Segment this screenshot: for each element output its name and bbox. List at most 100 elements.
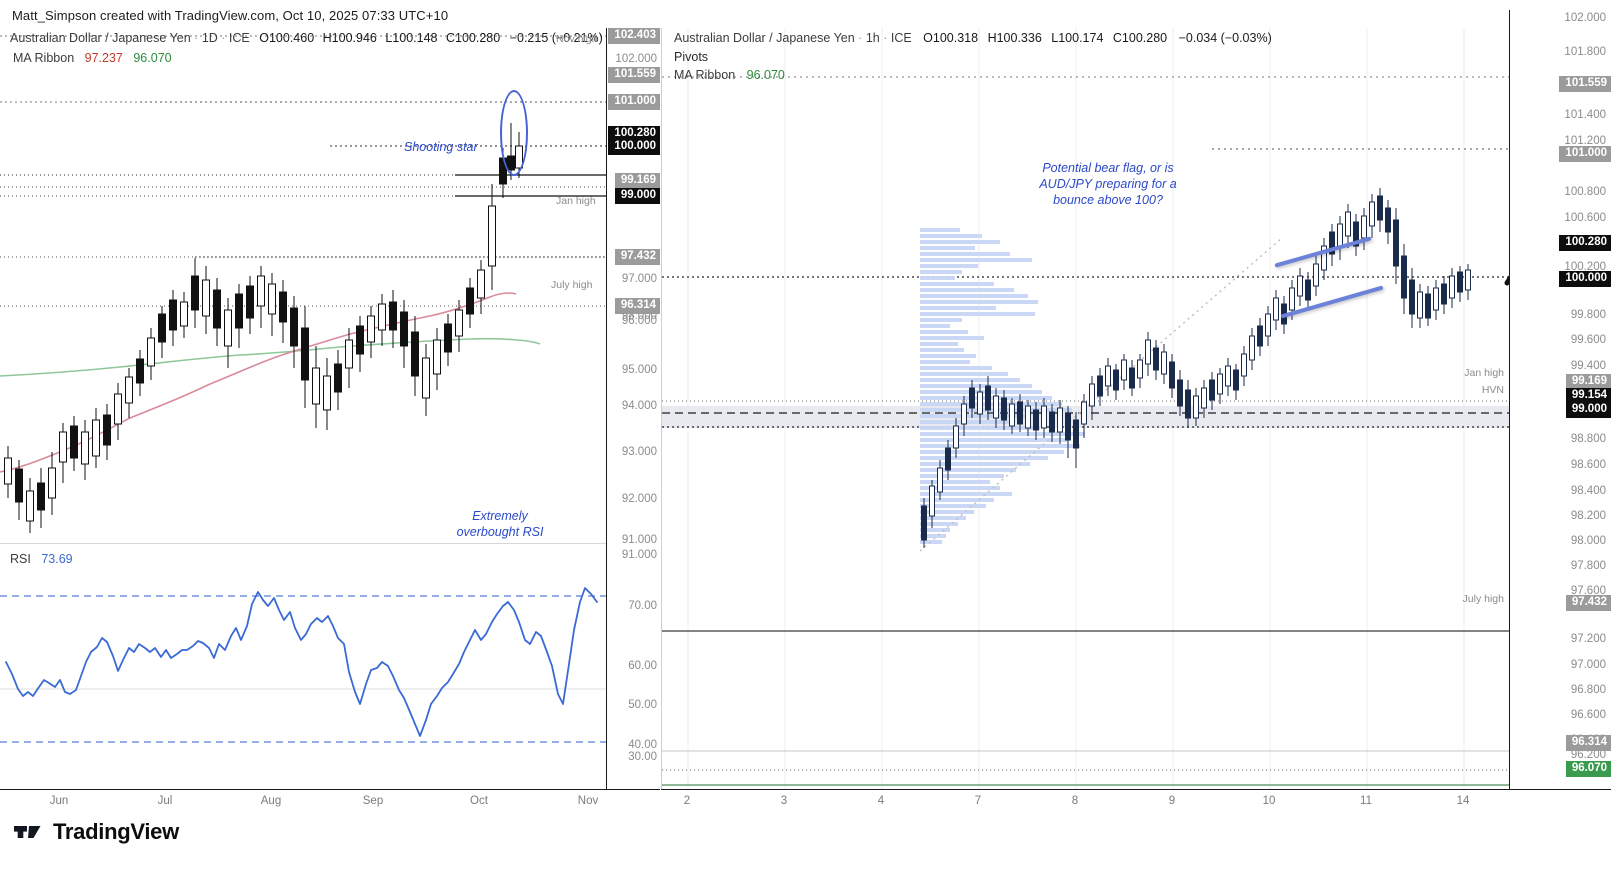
- tradingview-brand-text: TradingView: [53, 819, 179, 844]
- right-low-value: L100.174: [1051, 31, 1104, 45]
- right-tick-98400: 98.400: [1570, 485, 1606, 497]
- left-badge-nov-high: 102.403: [608, 28, 660, 44]
- right-tick-96600: 96.600: [1570, 709, 1606, 721]
- right-tick-99400: 99.400: [1570, 360, 1606, 372]
- right-change-value: −0.034 (−0.03%): [1178, 31, 1272, 45]
- left-badge-100000: 100.000: [608, 139, 660, 155]
- left-time-axis[interactable]: Jun Jul Aug Sep Oct Nov: [0, 789, 660, 813]
- tradingview-logo-icon: [14, 822, 44, 842]
- left-badge-july-high: 97.432: [614, 249, 660, 265]
- left-badge-101559: 101.559: [608, 67, 660, 83]
- right-tick-100600: 100.600: [1564, 212, 1606, 224]
- left-tick-97: 97.000: [621, 273, 657, 285]
- left-time-nov: Nov: [577, 795, 599, 807]
- right-tick-98800: 98.800: [1570, 433, 1606, 445]
- right-close-value: C100.280: [1112, 31, 1168, 45]
- right-tick-99800: 99.800: [1570, 309, 1606, 321]
- right-time-2: 2: [683, 795, 691, 807]
- right-tick-101800: 101.800: [1564, 46, 1606, 58]
- right-symbol-name: Australian Dollar / Japanese Yen: [674, 31, 855, 45]
- rsi-tick-60: 60.00: [628, 660, 657, 672]
- left-level-label-jan-high: Jan high: [556, 195, 596, 207]
- left-tick-93: 93.000: [621, 446, 657, 458]
- left-low-value: L100.148: [385, 31, 438, 45]
- right-tick-102000: 102.000: [1564, 12, 1606, 24]
- right-tick-96200: 96.200: [1570, 749, 1606, 761]
- right-tick-97000: 97.000: [1570, 659, 1606, 671]
- left-time-oct: Oct: [470, 795, 488, 807]
- right-badge-96314: 96.314: [1565, 735, 1611, 751]
- volume-profile: [920, 228, 1085, 544]
- left-time-jun: Jun: [49, 795, 69, 807]
- right-tick-101200: 101.200: [1564, 135, 1606, 147]
- rsi-label: RSI: [10, 552, 31, 566]
- left-interval: 1D: [201, 31, 218, 45]
- left-badge-101000: 101.000: [608, 94, 660, 110]
- right-badge-hvn: 99.154: [1565, 388, 1611, 404]
- left-tick-92: 92.000: [621, 493, 657, 505]
- right-time-8: 8: [1071, 795, 1079, 807]
- right-tick-100800: 100.800: [1564, 186, 1606, 198]
- left-chart-legend-ma: MA Ribbon 97.237 96.070: [13, 50, 172, 67]
- left-badge-last-price: 100.280: [608, 126, 660, 142]
- right-badge-101559: 101.559: [1559, 76, 1611, 92]
- rsi-tick-70: 70.00: [628, 600, 657, 612]
- right-interval: 1h: [865, 31, 880, 45]
- rsi-axis-top-price: 91.000: [621, 549, 657, 561]
- right-time-14: 14: [1456, 795, 1470, 807]
- left-level-label-nov-high: Nov high: [556, 33, 598, 45]
- right-badge-last-price: 100.280: [1559, 235, 1611, 251]
- rsi-tick-40: 40.00: [628, 739, 657, 751]
- right-time-11: 11: [1360, 795, 1372, 807]
- rsi-tick-30: 30.00: [628, 751, 657, 763]
- left-open-value: O100.460: [259, 31, 315, 45]
- left-price-axis[interactable]: 102.000 101.000 100.000 99.000 98.000 97…: [606, 28, 660, 789]
- annotation-bear-flag: Potential bear flag, or is AUD/JPY prepa…: [1039, 161, 1177, 207]
- right-level-label-jan-high: Jan high: [1464, 367, 1504, 379]
- left-tick-91: 91.000: [621, 534, 657, 546]
- right-ma-label: MA Ribbon: [674, 68, 736, 82]
- left-symbol-name: Australian Dollar / Japanese Yen: [10, 31, 191, 45]
- right-badge-99000: 99.000: [1565, 402, 1611, 418]
- right-tick-99600: 99.600: [1570, 334, 1606, 346]
- right-open-value: O100.318: [923, 31, 979, 45]
- right-time-7: 7: [974, 795, 982, 807]
- left-tick-102: 102.000: [615, 53, 657, 65]
- left-high-value: H100.946: [322, 31, 377, 45]
- right-tick-98000: 98.000: [1570, 535, 1606, 547]
- right-time-axis[interactable]: 2 3 4 7 8 9 10 11 14: [661, 789, 1611, 813]
- right-ma-slow-value: 96.070: [746, 68, 785, 82]
- right-price-axis[interactable]: 102.000 101.800 101.400 101.200 100.800 …: [1509, 10, 1611, 789]
- rsi-tick-50: 50.00: [628, 699, 657, 711]
- right-time-4: 4: [877, 795, 885, 807]
- left-tick-95: 95.000: [621, 364, 657, 376]
- left-time-sep: Sep: [362, 795, 384, 807]
- left-chart-legend-main: Australian Dollar / Japanese Yen · 1D · …: [10, 31, 603, 45]
- tradingview-footer: TradingView: [14, 812, 179, 852]
- right-tick-101400: 101.400: [1564, 109, 1606, 121]
- right-tick-97800: 97.800: [1570, 560, 1606, 572]
- left-time-aug: Aug: [260, 795, 282, 807]
- left-ma-label: MA Ribbon: [13, 51, 75, 65]
- attribution-text: Matt_Simpson created with TradingView.co…: [12, 8, 449, 23]
- left-chart-pane[interactable]: Australian Dollar / Japanese Yen · 1D · …: [0, 28, 606, 540]
- right-tick-96800: 96.800: [1570, 684, 1606, 696]
- left-badge-jan-high: 99.169: [614, 173, 660, 189]
- right-chart-pane[interactable]: Australian Dollar / Japanese Yen · 1h · …: [661, 28, 1509, 789]
- rsi-canvas: [0, 587, 606, 743]
- right-exchange: ICE: [890, 31, 912, 45]
- right-tick-97600: 97.600: [1570, 585, 1606, 597]
- left-rsi-pane[interactable]: RSI 73.69: [0, 543, 606, 789]
- right-high-value: H100.336: [987, 31, 1042, 45]
- left-tick-96: 96.000: [621, 315, 657, 327]
- left-ma-fast-value: 97.237: [84, 51, 123, 65]
- right-badge-101000: 101.000: [1559, 146, 1611, 162]
- right-level-label-hvn: HVN: [1481, 384, 1504, 396]
- shooting-star-highlight-ellipse: [500, 90, 528, 176]
- right-badge-jan-high: 99.169: [1565, 374, 1611, 390]
- right-tick-98200: 98.200: [1570, 510, 1606, 522]
- annotation-shooting-star: Shooting star: [404, 140, 478, 154]
- right-tick-98600: 98.600: [1570, 459, 1606, 471]
- right-pivots-legend: Pivots: [674, 50, 709, 64]
- left-badge-96314: 96.314: [614, 298, 660, 314]
